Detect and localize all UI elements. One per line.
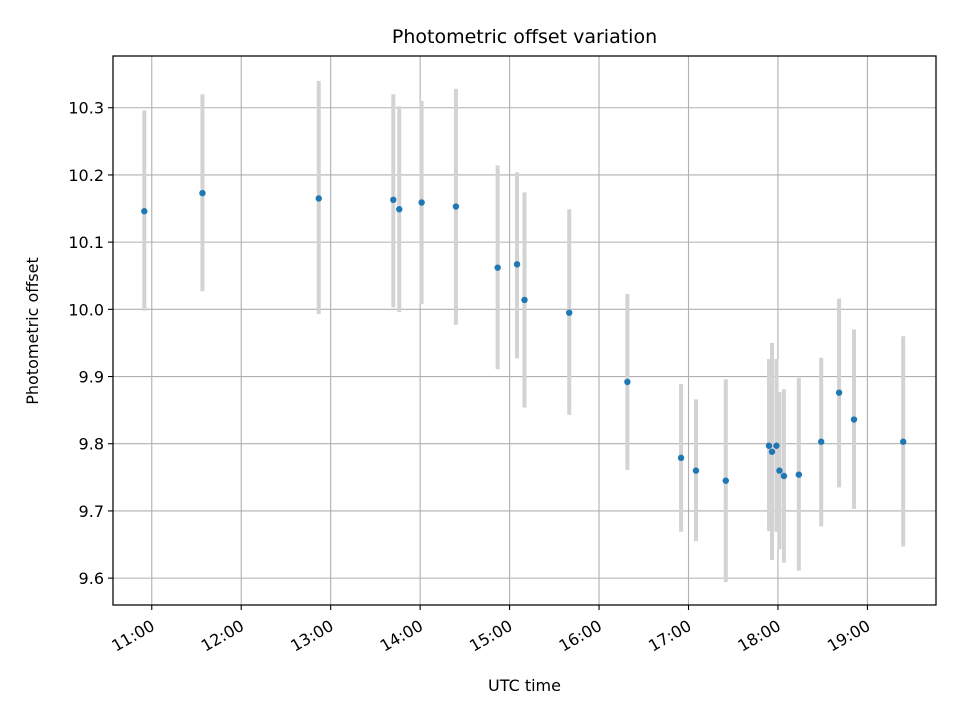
data-point: [566, 309, 573, 316]
data-point: [773, 442, 780, 449]
data-point: [418, 199, 425, 206]
y-axis-label: Photometric offset: [23, 257, 42, 405]
data-point: [795, 471, 803, 478]
data-point: [452, 203, 460, 210]
data-point: [141, 208, 148, 215]
y-tick-label: 10.2: [68, 166, 104, 185]
data-point: [722, 477, 729, 484]
x-axis-label: UTC time: [488, 676, 561, 695]
y-tick-label: 10.3: [68, 99, 104, 118]
data-point: [835, 389, 843, 396]
data-point: [776, 467, 783, 474]
data-point: [817, 438, 825, 445]
data-point: [768, 448, 776, 455]
data-point: [899, 438, 907, 445]
data-point: [765, 442, 773, 449]
y-tick-label: 9.6: [79, 569, 104, 588]
chart-title: Photometric offset variation: [392, 26, 657, 48]
data-point: [677, 454, 685, 462]
data-point: [494, 264, 501, 271]
data-point: [780, 472, 788, 480]
y-tick-label: 9.9: [79, 368, 104, 387]
y-axis-ticks: 9.6 9.7 9.8 9.9 10.0 10.1 10.2 10.3: [68, 99, 113, 588]
y-tick-label: 9.7: [79, 502, 104, 521]
data-point: [396, 206, 403, 213]
data-point: [692, 467, 700, 474]
data-point: [513, 261, 521, 268]
data-point: [521, 296, 528, 304]
y-tick-label: 10.1: [68, 233, 104, 252]
y-tick-label: 10.0: [68, 300, 104, 319]
data-point: [199, 189, 206, 197]
data-point: [390, 196, 397, 204]
y-tick-label: 9.8: [79, 435, 104, 454]
data-points: [141, 189, 907, 484]
plot-frame: [112, 55, 937, 606]
data-point: [624, 378, 631, 386]
data-point: [315, 195, 322, 202]
data-point: [850, 416, 858, 423]
